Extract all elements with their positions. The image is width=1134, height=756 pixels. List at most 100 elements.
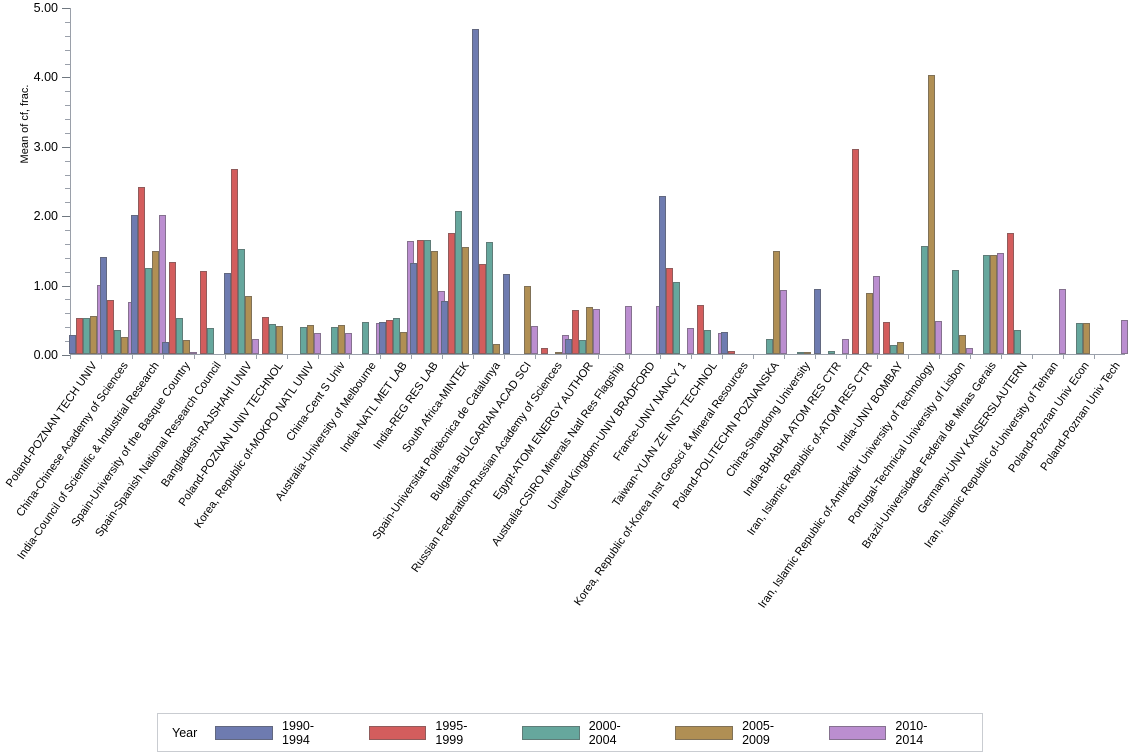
y-minor-tick <box>65 299 70 301</box>
y-minor-tick <box>65 202 70 204</box>
legend-title: Year <box>172 725 198 740</box>
y-minor-tick <box>65 105 70 107</box>
y-axis-title: Mean of cf, frac. <box>19 84 31 164</box>
x-tick-mark <box>349 355 351 359</box>
bar <box>982 254 990 354</box>
bar-group <box>909 8 942 354</box>
bar-groups <box>69 8 1128 354</box>
y-minor-tick <box>65 35 70 37</box>
y-minor-tick <box>65 188 70 190</box>
bar <box>720 331 728 354</box>
bar <box>138 187 146 354</box>
legend-item[interactable]: 1990-1994 <box>215 719 341 747</box>
x-tick-mark <box>628 355 630 359</box>
bar <box>276 325 284 354</box>
bar <box>779 290 787 354</box>
y-minor-tick <box>65 21 70 23</box>
legend-item[interactable]: 2000-2004 <box>521 719 648 747</box>
bar <box>851 149 859 354</box>
legend-item[interactable]: 2010-2014 <box>828 719 955 747</box>
bar <box>865 292 873 354</box>
bar <box>1006 233 1014 354</box>
bar-group <box>195 8 226 354</box>
y-tick-label: 0.00 <box>33 348 58 362</box>
bar <box>472 28 480 354</box>
legend-swatch <box>521 725 580 740</box>
bar <box>314 333 322 354</box>
y-tick-mark <box>62 355 70 356</box>
y-tick-mark <box>62 146 70 148</box>
bar <box>100 256 108 354</box>
legend-item[interactable]: 1995-1999 <box>368 718 495 747</box>
bar-group <box>1002 8 1033 354</box>
bar <box>455 211 463 354</box>
bar <box>813 288 821 354</box>
y-minor-tick <box>65 313 70 315</box>
x-tick-mark <box>814 355 816 359</box>
bar <box>1075 322 1083 354</box>
y-tick-label: 3.00 <box>33 139 58 154</box>
y-minor-tick <box>65 160 70 162</box>
bar <box>572 309 580 354</box>
y-minor-tick <box>65 63 70 65</box>
bar <box>262 317 270 354</box>
bar <box>379 322 387 354</box>
bar-group <box>257 8 288 354</box>
bar <box>951 270 959 354</box>
bar-group <box>100 8 136 354</box>
x-tick-mark <box>70 355 71 359</box>
bar <box>83 317 90 354</box>
y-minor-tick <box>65 243 70 245</box>
y-minor-tick <box>65 49 70 51</box>
y-minor-tick <box>65 174 70 176</box>
bar <box>400 331 408 354</box>
bar <box>307 324 315 354</box>
bar <box>841 338 849 354</box>
x-tick-mark <box>690 355 692 359</box>
y-tick-label: 4.00 <box>33 70 58 85</box>
bar <box>934 321 942 354</box>
legend-label: 1990-1994 <box>282 718 315 747</box>
y-minor-tick <box>65 257 70 259</box>
x-tick-mark <box>132 355 134 359</box>
bar <box>703 330 711 354</box>
x-tick-mark <box>504 355 506 359</box>
bar <box>803 352 811 354</box>
bar <box>431 251 439 354</box>
bar <box>393 317 401 354</box>
bar <box>624 306 632 354</box>
y-minor-tick <box>65 132 70 134</box>
x-tick-mark <box>1093 355 1095 359</box>
bar <box>686 327 694 354</box>
x-tick-mark <box>783 355 785 359</box>
bar-group <box>565 8 601 354</box>
x-tick-mark <box>659 355 661 359</box>
bar <box>345 333 353 354</box>
bar <box>207 327 215 354</box>
bar <box>593 308 601 354</box>
bar <box>586 306 594 354</box>
x-tick-mark <box>752 355 754 359</box>
x-tick-mark <box>597 355 599 359</box>
bar <box>920 246 928 354</box>
bar <box>958 335 966 354</box>
bar-group <box>319 8 353 354</box>
x-tick-mark <box>535 355 537 359</box>
plot-area <box>69 8 1128 355</box>
y-tick-label: 2.00 <box>33 209 58 224</box>
y-minor-tick <box>65 327 70 329</box>
x-tick-mark <box>256 355 258 359</box>
x-tick-mark <box>1031 355 1033 359</box>
bar <box>565 338 573 354</box>
bar <box>531 326 539 354</box>
legend-item[interactable]: 2005-2009 <box>675 719 801 747</box>
bar <box>145 267 153 354</box>
y-tick-mark <box>62 77 70 79</box>
bar <box>665 267 673 354</box>
y-tick-label: 1.00 <box>33 278 58 293</box>
x-tick-mark <box>1062 355 1064 359</box>
legend-label: 1995-1999 <box>435 718 468 747</box>
y-minor-tick <box>65 91 70 93</box>
bar <box>479 264 487 354</box>
y-minor-tick <box>65 341 70 343</box>
